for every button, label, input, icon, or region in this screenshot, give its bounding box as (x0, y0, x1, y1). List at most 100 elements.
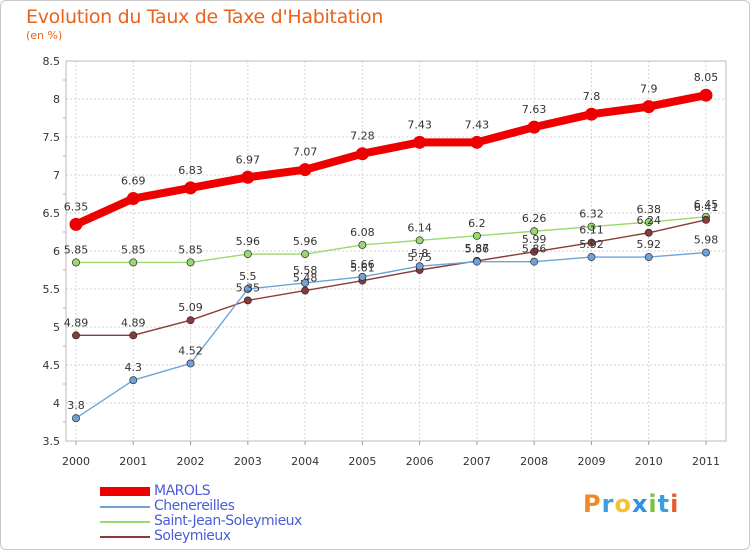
data-label-chenereilles: 5.66 (350, 258, 375, 271)
data-point-chenereilles (472, 257, 481, 266)
y-tick-label: 7.5 (43, 131, 61, 144)
x-tick-label: 2002 (177, 455, 205, 468)
legend-swatch-saint-jean-soleymieux (100, 520, 150, 523)
axis-layer: 3.5 4 4.5 5 5.5 6 6.5 7 7.5 8 8.5 2000 2001 2002 2003 2… (43, 55, 727, 468)
logo-letter: x (631, 490, 649, 518)
data-point-marols (527, 120, 541, 134)
data-label-chenereilles: 5.5 (239, 270, 257, 283)
data-label-saint-jean-soleymieux: 6.38 (636, 203, 661, 216)
data-label-soleymieux: 4.89 (121, 316, 146, 329)
data-point-saint-jean-soleymieux (530, 227, 539, 236)
logo-letter: o (614, 490, 632, 518)
x-tick-label: 2004 (291, 455, 319, 468)
data-point-marols (298, 163, 312, 177)
data-label-chenereilles: 5.98 (694, 234, 719, 247)
legend-item-saint-jean-soleymieux: Saint-Jean-Soleymieux (100, 514, 302, 529)
data-label-chenereilles: 5.58 (293, 264, 318, 277)
data-label-soleymieux: 5.35 (236, 281, 261, 294)
data-point-soleymieux (702, 215, 710, 224)
legend-swatch-marols (100, 487, 150, 496)
data-label-marols: 6.35 (64, 200, 89, 213)
data-label-soleymieux: 5.61 (350, 262, 375, 275)
data-label-chenereilles: 5.86 (465, 243, 490, 256)
legend-swatch-chenereilles (100, 505, 150, 508)
logo-letter: r (601, 490, 615, 518)
data-point-chenereilles (644, 253, 653, 262)
data-point-marols (413, 135, 427, 149)
data-label-soleymieux: 5.48 (293, 272, 318, 285)
data-point-saint-jean-soleymieux (186, 258, 195, 267)
y-tick-label: 8 (53, 93, 60, 106)
data-point-marols (241, 170, 255, 184)
logo-letter: P (583, 490, 602, 518)
y-tick-label: 8.5 (43, 55, 61, 68)
legend-item-chenereilles: Chenereilles (100, 499, 302, 514)
x-tick-label: 2003 (234, 455, 262, 468)
logo-letter: t (657, 490, 671, 518)
y-tick-label: 5 (53, 321, 60, 334)
data-label-saint-jean-soleymieux: 6.08 (350, 226, 375, 239)
data-point-saint-jean-soleymieux (644, 218, 653, 227)
logo-letter: i (648, 490, 658, 518)
x-tick-label: 2006 (406, 455, 434, 468)
data-label-marols: 8.05 (694, 71, 719, 84)
chart-title: Evolution du Taux de Taxe d'Habitation (26, 6, 384, 28)
legend-item-marols: MAROLS (100, 484, 302, 499)
data-point-soleymieux (186, 316, 195, 325)
data-point-chenereilles (530, 257, 539, 266)
data-point-saint-jean-soleymieux (358, 240, 367, 249)
data-label-saint-jean-soleymieux: 6.45 (694, 198, 719, 211)
data-label-saint-jean-soleymieux: 5.96 (236, 235, 261, 248)
data-point-chenereilles (129, 376, 138, 385)
data-label-soleymieux: 6.11 (579, 224, 604, 237)
x-tick-label: 2010 (635, 455, 663, 468)
data-label-soleymieux: 6.24 (636, 214, 661, 227)
x-tick-label: 2000 (62, 455, 90, 468)
data-label-marols: 7.07 (293, 146, 318, 159)
data-label-saint-jean-soleymieux: 5.85 (178, 243, 203, 256)
data-point-chenereilles (702, 248, 710, 257)
series-line-saint-jean-soleymieux (75, 216, 707, 264)
data-label-saint-jean-soleymieux: 5.85 (121, 243, 146, 256)
data-point-saint-jean-soleymieux (472, 231, 481, 240)
data-point-marols (126, 192, 140, 206)
data-point-chenereilles (587, 253, 596, 262)
y-tick-label: 6 (53, 245, 60, 258)
data-point-marols (642, 100, 656, 114)
x-tick-label: 2001 (119, 455, 147, 468)
data-label-saint-jean-soleymieux: 6.26 (522, 212, 547, 225)
data-point-soleymieux (129, 331, 138, 340)
y-tick-label: 5.5 (43, 283, 61, 296)
label-layer: 6.35 6.69 6.83 6.97 7.07 7.28 7.43 7.43 7.63 7.8 7… (64, 71, 719, 412)
y-tick-label: 6.5 (43, 207, 61, 220)
legend-item-soleymieux: Soleymieux (100, 529, 302, 544)
data-label-saint-jean-soleymieux: 6.32 (579, 208, 604, 221)
logo-letter: i (670, 490, 680, 518)
data-label-saint-jean-soleymieux: 6.2 (468, 217, 486, 230)
data-point-chenereilles (358, 272, 367, 281)
series-line-soleymieux (75, 219, 707, 337)
data-point-soleymieux (530, 247, 539, 256)
series-layer (69, 88, 713, 423)
data-label-marols: 7.8 (583, 90, 601, 103)
data-point-chenereilles (301, 278, 310, 287)
series-line-marols (72, 91, 710, 229)
data-label-soleymieux: 5.75 (407, 251, 432, 264)
legend-label-chenereilles: Chenereilles (154, 498, 235, 514)
chart-subtitle: (en %) (26, 29, 63, 42)
x-tick-label: 2009 (577, 455, 605, 468)
grid-layer (66, 60, 726, 442)
data-label-chenereilles: 5.8 (411, 247, 429, 260)
x-tick-label: 2011 (692, 455, 720, 468)
data-label-chenereilles: 4.3 (125, 361, 143, 374)
x-tick-label: 2008 (520, 455, 548, 468)
data-label-marols: 7.43 (465, 118, 490, 131)
proxiti-logo: Proxiti (583, 490, 679, 518)
data-point-marols (355, 147, 369, 161)
data-label-marols: 6.83 (178, 164, 203, 177)
data-point-soleymieux (587, 238, 596, 247)
data-label-chenereilles: 5.86 (522, 243, 547, 256)
data-label-soleymieux: 4.89 (64, 316, 89, 329)
data-label-chenereilles: 5.92 (636, 238, 661, 251)
